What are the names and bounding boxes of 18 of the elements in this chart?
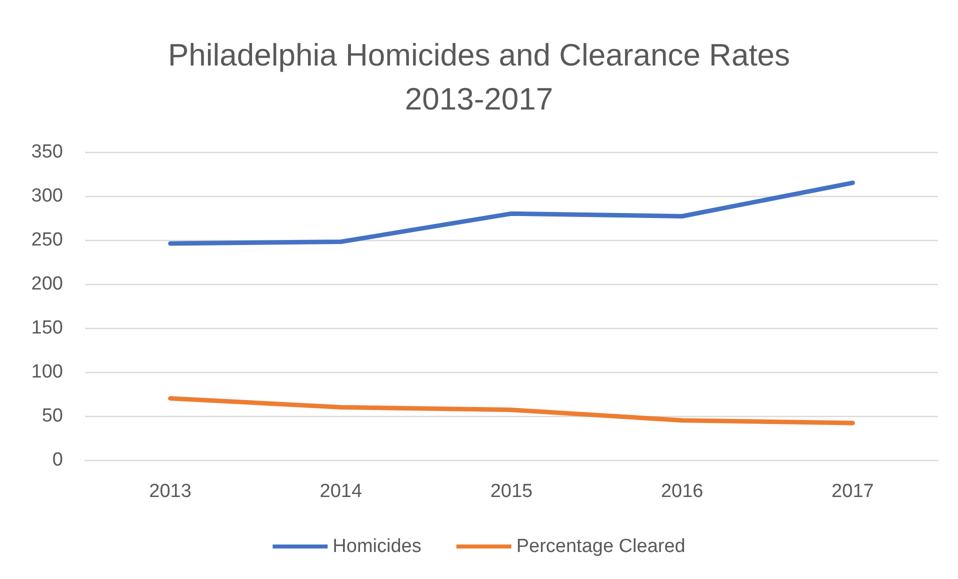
y-tick-label: 150	[31, 318, 63, 338]
line-series	[168, 396, 855, 426]
y-tick-label: 0	[52, 450, 63, 470]
y-tick-label: 100	[31, 362, 63, 382]
legend-label: Percentage Cleared	[516, 536, 686, 557]
x-tick-label: 2015	[490, 481, 533, 502]
x-tick-label: 2014	[320, 481, 362, 502]
y-tick-label: 350	[31, 142, 63, 162]
x-tick-label: 2016	[660, 481, 704, 502]
y-tick-label: 300	[31, 186, 63, 206]
line-series	[168, 180, 855, 246]
y-tick-label: 200	[31, 274, 63, 294]
y-tick-label: 50	[42, 406, 63, 426]
legend-label: Homicides	[332, 536, 422, 557]
chart-title: Philadelphia Homicides and Clearance Rates 2013-2017	[168, 38, 790, 116]
x-tick-label: 2013	[149, 481, 192, 502]
y-tick-label: 250	[31, 230, 63, 250]
x-tick-label: 2017	[832, 481, 874, 502]
